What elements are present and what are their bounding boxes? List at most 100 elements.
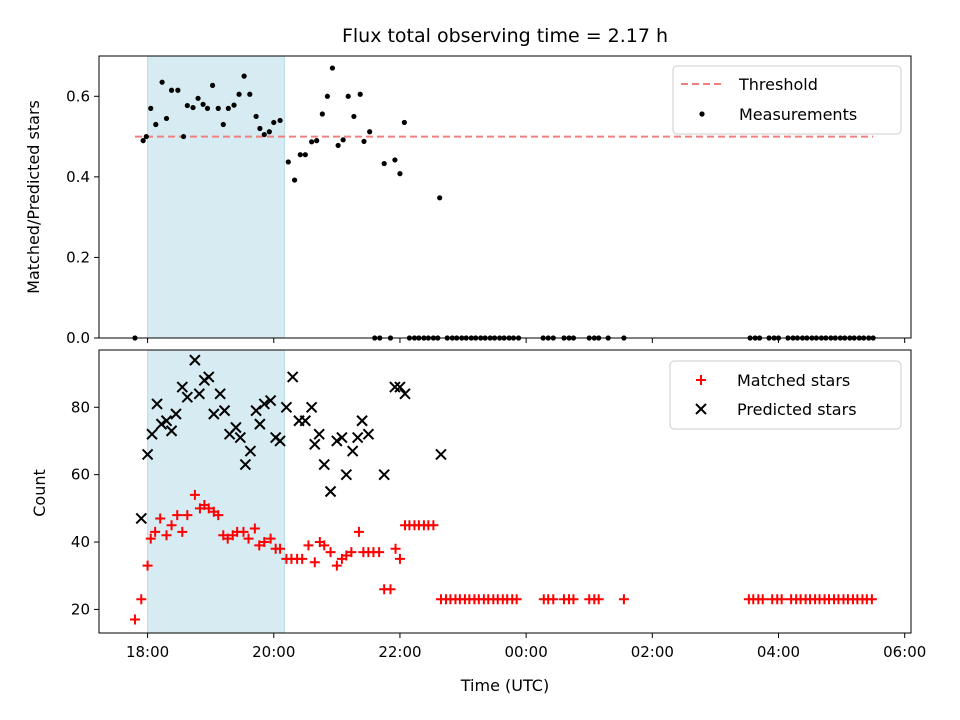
measurement-point — [184, 102, 190, 109]
matched-star-point — [275, 543, 286, 554]
matched-star-point — [511, 594, 522, 605]
predicted-star-point — [258, 398, 271, 410]
measurement-point — [148, 105, 154, 111]
predicted-star-point — [181, 391, 194, 403]
legend-matched-label: Matched stars — [737, 371, 850, 390]
predicted-star-point — [208, 408, 220, 420]
measurement-point — [285, 159, 291, 165]
matched-star-point — [265, 533, 276, 544]
matched-star-point — [161, 530, 172, 541]
measurement-point — [266, 129, 272, 135]
matched-star-point — [346, 547, 357, 558]
predicted-star-point — [299, 415, 312, 427]
predicted-star-point — [389, 381, 401, 393]
measurement-point — [143, 133, 149, 140]
measurement-point — [297, 152, 303, 158]
predicted-star-point — [254, 418, 266, 430]
matched-star-point — [238, 526, 249, 537]
predicted-star-point — [324, 485, 337, 498]
predicted-star-point — [214, 388, 226, 400]
matched-star-point — [593, 594, 604, 605]
measurement-point — [340, 137, 346, 143]
x-tick-label: 02:00 — [631, 643, 674, 661]
measurement-point — [392, 157, 398, 163]
top-panel: 0.0 0.2 0.4 0.6 Threshold Measurements — [66, 55, 912, 347]
matched-star-point — [129, 614, 140, 625]
bottom-panel: 20 40 60 80 18:00 20:00 22:00 00:00 02:00 04:00 06… — [71, 349, 926, 661]
matched-star-point — [303, 540, 314, 551]
matched-star-point — [249, 523, 260, 534]
measurement-point — [200, 101, 206, 107]
legend-threshold-label: Threshold — [738, 75, 818, 94]
measurement-point — [271, 119, 277, 126]
top-y-tick-label: 0.2 — [66, 248, 90, 266]
legend-measurements-swatch — [699, 111, 705, 117]
x-tick-label: 22:00 — [378, 643, 421, 661]
matched-star-point — [172, 510, 183, 521]
matched-star-point — [319, 540, 330, 551]
measurement-point — [247, 91, 253, 97]
predicted-star-point — [176, 381, 188, 393]
measurement-point — [357, 91, 363, 97]
measurement-point — [241, 73, 247, 79]
measurement-point — [231, 102, 237, 108]
legend-predicted-label: Predicted stars — [737, 400, 857, 419]
matched-star-point — [145, 533, 156, 544]
measurement-point — [215, 105, 221, 111]
predicted-star-point — [351, 431, 364, 444]
predicted-star-point — [340, 468, 353, 481]
matched-star-point — [213, 510, 224, 521]
measurement-point — [351, 113, 357, 120]
top-y-tick-label: 0.4 — [66, 168, 90, 186]
matched-star-point — [390, 543, 401, 554]
x-tick-label: 04:00 — [757, 643, 800, 661]
bottom-legend-box — [669, 360, 902, 430]
measurement-point — [329, 65, 336, 71]
matched-star-point — [374, 547, 385, 558]
predicted-star-point — [203, 371, 215, 383]
matched-star-point — [309, 557, 320, 568]
predicted-star-point — [189, 354, 201, 366]
measurement-point — [140, 138, 146, 144]
predicted-star-point — [234, 431, 247, 444]
measurement-point — [367, 129, 373, 135]
predicted-star-point — [230, 421, 242, 434]
measurement-point — [225, 105, 231, 111]
predicted-star-point — [286, 371, 299, 383]
matched-star-point — [222, 533, 233, 544]
matched-star-point — [568, 594, 579, 605]
matched-star-point — [166, 520, 177, 531]
matched-star-point — [353, 526, 364, 537]
matched-star-point — [776, 594, 787, 605]
measurement-point — [175, 87, 181, 93]
predicted-star-point — [155, 418, 168, 430]
predicted-star-point — [336, 431, 348, 444]
measurement-point — [261, 131, 267, 138]
measurement-point — [163, 115, 170, 122]
measurement-point — [153, 121, 159, 128]
matched-star-point — [136, 594, 147, 605]
predicted-star-point — [160, 415, 173, 427]
matched-star-point — [325, 547, 336, 558]
measurement-point — [190, 104, 196, 111]
bottom-y-tick-label: 20 — [71, 600, 90, 618]
measurement-point — [277, 117, 283, 124]
matched-star-point — [618, 594, 629, 605]
bottom-y-tick-label: 60 — [71, 466, 90, 484]
bottom-y-axis-label: Count — [30, 469, 49, 517]
predicted-star-point — [264, 394, 277, 407]
matched-star-point — [385, 584, 396, 595]
matched-star-point — [150, 526, 161, 537]
matched-star-point — [155, 513, 166, 524]
measurement-point — [209, 82, 216, 89]
measurement-point — [437, 195, 443, 201]
measurement-point — [204, 105, 211, 111]
measurement-point — [168, 87, 175, 93]
predicted-star-point — [146, 428, 158, 440]
matched-star-point — [203, 503, 214, 514]
measurement-point — [195, 95, 201, 101]
matched-star-point — [341, 550, 352, 561]
measurement-point — [220, 121, 226, 128]
matched-star-point — [428, 520, 439, 531]
